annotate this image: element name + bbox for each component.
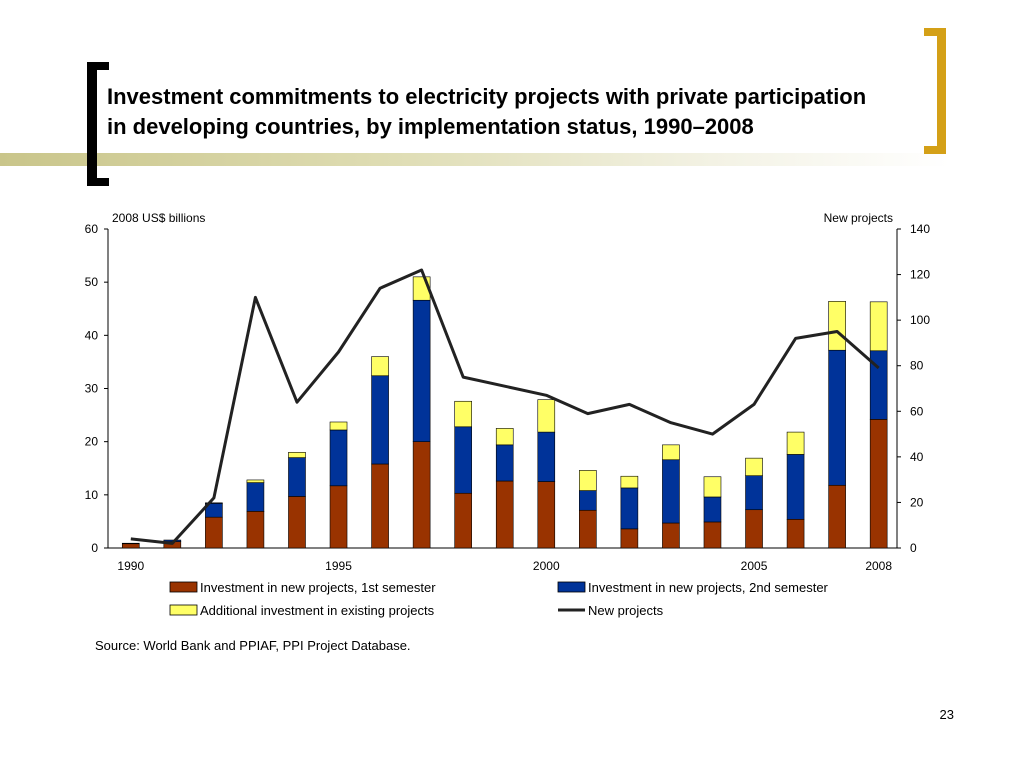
- left-bracket-bottom: [87, 178, 109, 186]
- bar-series-2: [745, 475, 763, 511]
- slide-title-line-1: Investment commitments to electricity pr…: [107, 84, 867, 109]
- bar-series-2: [454, 426, 472, 494]
- left-y-tick-label: 20: [85, 435, 99, 449]
- left-axis-label: 2008 US$ billions: [112, 211, 205, 225]
- bar-series-1: [205, 516, 223, 549]
- right-y-tick-label: 0: [910, 541, 917, 555]
- bar-series-2: [329, 429, 348, 487]
- left-y-tick-label: 30: [85, 382, 99, 396]
- bar-series-1: [786, 518, 805, 549]
- left-bracket-top: [87, 62, 109, 70]
- new-projects-line: [130, 268, 880, 545]
- bar-series-3: [745, 457, 763, 476]
- source-note: Source: World Bank and PPIAF, PPI Projec…: [95, 638, 411, 653]
- bar-series-3: [620, 475, 639, 489]
- bar-series-2: [579, 490, 597, 511]
- header-band: [0, 153, 950, 166]
- bar-series-1: [662, 522, 680, 549]
- bar-series-2: [288, 457, 306, 497]
- legend-label: Investment in new projects, 1st semester: [200, 580, 436, 595]
- bar-series-1: [828, 484, 846, 549]
- bar-series-2: [537, 431, 556, 482]
- legend-swatch: [169, 581, 198, 593]
- bar-series-2: [121, 542, 140, 545]
- bar-series-1: [495, 480, 514, 549]
- x-tick-label: 2000: [533, 559, 560, 573]
- bar-series-3: [371, 356, 389, 377]
- legend-swatch: [557, 581, 586, 593]
- bar-series-3: [786, 431, 805, 455]
- bar-series-1: [579, 509, 597, 549]
- bar-series-3: [329, 421, 348, 431]
- bar-series-3: [205, 502, 223, 504]
- bar-series-3: [828, 301, 846, 351]
- right-y-tick-label: 120: [910, 268, 930, 282]
- bar-series-1: [745, 509, 763, 549]
- legend-swatch: [169, 604, 198, 616]
- bar-series-2: [662, 459, 680, 524]
- left-y-tick-label: 60: [85, 222, 99, 236]
- slide-title: Investment commitments to electricity pr…: [107, 82, 947, 142]
- bar-series-3: [246, 479, 265, 483]
- right-y-tick-label: 80: [910, 359, 924, 373]
- slide-title-line-2: in developing countries, by implementati…: [107, 114, 754, 139]
- bar-series-2: [620, 487, 639, 530]
- x-tick-label: 2005: [741, 559, 768, 573]
- bar-series-2: [412, 299, 431, 442]
- legend-label: New projects: [588, 603, 664, 618]
- bar-series-1: [288, 496, 306, 549]
- bar-series-2: [371, 375, 389, 465]
- legend-label: Investment in new projects, 2nd semester: [588, 580, 829, 595]
- bar-series-1: [703, 521, 722, 549]
- bar-series-1: [246, 511, 265, 549]
- left-y-tick-label: 40: [85, 328, 99, 342]
- right-bracket-top: [924, 28, 946, 36]
- bar-series-1: [121, 543, 140, 549]
- bar-series-3: [869, 301, 888, 352]
- bar-series-1: [537, 481, 556, 549]
- bar-series-2: [828, 349, 846, 486]
- bar-series-1: [329, 485, 348, 549]
- x-tick-label: 1990: [117, 559, 144, 573]
- right-y-tick-label: 40: [910, 450, 924, 464]
- bar-series-2: [246, 482, 265, 512]
- right-y-tick-label: 20: [910, 495, 924, 509]
- right-y-tick-label: 100: [910, 313, 930, 327]
- left-y-tick-label: 10: [85, 488, 99, 502]
- bar-series-2: [495, 444, 514, 482]
- bar-series-1: [620, 528, 639, 549]
- right-y-tick-label: 140: [910, 222, 930, 236]
- bar-series-3: [495, 428, 514, 446]
- x-tick-label: 2008: [865, 559, 892, 573]
- bar-series-1: [454, 492, 472, 549]
- right-y-tick-label: 60: [910, 404, 924, 418]
- x-tick-label: 1995: [325, 559, 352, 573]
- bar-series-3: [537, 399, 556, 433]
- left-bracket-bar: [87, 62, 97, 186]
- bar-series-1: [869, 419, 888, 549]
- bar-series-3: [703, 476, 722, 498]
- bar-series-1: [412, 441, 431, 549]
- left-y-tick-label: 0: [91, 541, 98, 555]
- left-y-tick-label: 50: [85, 275, 99, 289]
- slide-number: 23: [939, 707, 954, 722]
- bar-series-3: [288, 451, 306, 458]
- right-bracket-bottom: [924, 146, 946, 154]
- right-axis-label: New projects: [824, 211, 893, 225]
- bar-series-3: [662, 444, 680, 461]
- bar-series-2: [786, 454, 805, 520]
- bar-series-2: [703, 496, 722, 523]
- bar-series-3: [454, 400, 472, 428]
- legend-label: Additional investment in existing projec…: [200, 603, 435, 618]
- right-bracket-bar: [937, 28, 946, 154]
- bar-series-1: [371, 463, 389, 549]
- bar-series-3: [579, 470, 597, 491]
